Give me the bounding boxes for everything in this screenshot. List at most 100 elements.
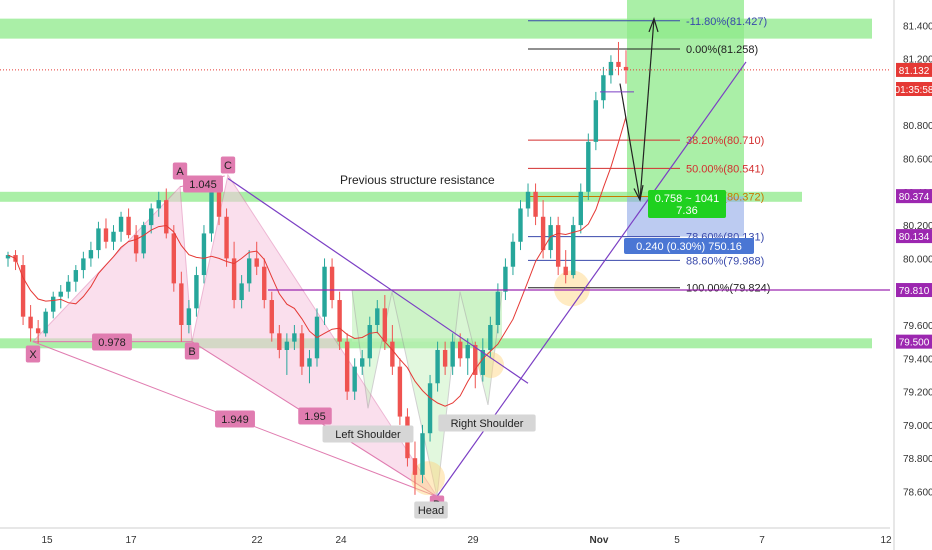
y-tick-label: 80.800 — [903, 121, 932, 132]
hs-label: Right Shoulder — [451, 418, 524, 430]
highlight-circle — [411, 461, 445, 496]
candle-body — [194, 275, 199, 309]
candle-body — [601, 75, 606, 101]
candle-body — [118, 216, 124, 232]
harmonic-ratio-label-bg — [298, 407, 332, 425]
candle-body — [420, 433, 425, 475]
hs-label: Left Shoulder — [335, 429, 401, 441]
candle-body — [510, 241, 516, 267]
neckline — [227, 177, 529, 384]
candle-body — [578, 191, 583, 226]
harmonic-point-label: B — [188, 346, 195, 358]
candle-body — [35, 328, 41, 334]
candle-body — [593, 100, 599, 142]
candle-body — [186, 308, 192, 325]
harmonic-ratio-label: 1.045 — [189, 179, 217, 191]
y-tick-label: 79.600 — [903, 321, 932, 332]
harmonic-ratio-label-bg — [215, 410, 255, 428]
candle-body — [435, 349, 440, 384]
hs-label: Head — [418, 505, 444, 517]
candle-body — [133, 235, 139, 254]
candle-body — [43, 311, 48, 334]
arrowhead — [648, 16, 659, 33]
x-tick-label: 5 — [674, 535, 680, 546]
fib-label: 50.00%(80.541) — [686, 163, 764, 175]
candle-body — [209, 191, 214, 234]
x-tick-label: 15 — [41, 535, 53, 546]
candle-body — [171, 233, 177, 284]
harmonic-point-label: C — [224, 160, 232, 172]
fib-label: 88.60%(79.988) — [686, 255, 764, 267]
candle-body — [111, 231, 116, 242]
candle-body — [5, 255, 11, 259]
position-change-bg — [624, 238, 754, 254]
hs-label-bg — [414, 501, 448, 519]
fib-label: 38.20%(80.710) — [686, 135, 764, 147]
y-tick-label: 79.200 — [903, 388, 932, 399]
candle-body — [224, 216, 229, 259]
y-tick-label: 80.000 — [903, 254, 932, 265]
candle-body — [292, 333, 297, 342]
candle-body — [442, 349, 448, 367]
candle-body — [81, 258, 86, 271]
candle-body — [28, 316, 33, 329]
hs-label-bg — [438, 414, 536, 432]
candle-body — [216, 191, 222, 217]
y-tick-label: 81.200 — [903, 55, 932, 66]
candle-body — [20, 265, 26, 317]
price-badge: 79.810 — [899, 286, 930, 297]
candle-body — [299, 333, 305, 367]
harmonic-ratio-label: 1.949 — [221, 414, 249, 426]
price-badge-bg — [896, 189, 932, 204]
candle-body — [360, 358, 365, 367]
harmonic-point-label: A — [176, 166, 184, 178]
candle-body — [239, 283, 244, 301]
candle-body — [457, 341, 463, 359]
candle-body — [269, 300, 274, 334]
candle-body — [608, 61, 614, 76]
candle-body — [450, 341, 455, 367]
candle-body — [616, 61, 621, 67]
candle-body — [473, 344, 478, 375]
price-badge-bg — [896, 229, 932, 244]
candle-body — [503, 266, 508, 292]
candle-body — [465, 344, 470, 359]
candle-body — [277, 333, 282, 350]
x-tick-label: 7 — [759, 535, 765, 546]
harmonic-ratio-label-bg — [92, 333, 132, 351]
candle-body — [495, 291, 501, 325]
arrow-down — [619, 83, 641, 201]
candle-body — [488, 325, 493, 350]
candle-body — [322, 266, 327, 317]
candle-body — [480, 349, 486, 375]
position-rr-label: 0.758 ~ 1041 — [655, 193, 720, 205]
candle-body — [518, 208, 523, 242]
position-target-box — [627, 0, 744, 197]
harmonic-ratio-label: 0.978 — [98, 337, 126, 349]
x-tick-label: 29 — [467, 535, 479, 546]
x-tick-label: 12 — [880, 535, 892, 546]
candle-body — [66, 281, 71, 292]
candle-body — [179, 283, 184, 325]
candle-body — [329, 266, 335, 301]
x-tick-label: 24 — [335, 535, 347, 546]
candle-body — [103, 228, 109, 242]
candle-body — [337, 300, 342, 342]
harmonic-point-label-bg — [184, 342, 200, 360]
candle-body — [563, 266, 568, 276]
price-badge-bg — [896, 334, 932, 349]
candle-body — [540, 216, 546, 251]
harmonic-point-label: X — [29, 349, 37, 361]
candle-body — [548, 225, 553, 251]
candle-body — [586, 141, 591, 192]
price-badge: 80.134 — [899, 232, 930, 243]
y-tick-label: 80.200 — [903, 221, 932, 232]
harmonic-point-label-bg — [172, 162, 188, 180]
candle-body — [571, 225, 576, 276]
candle-body — [382, 308, 388, 342]
price-badge: 79.500 — [899, 338, 930, 349]
candle-body — [525, 191, 531, 209]
candle-body — [88, 250, 94, 259]
price-badge-bg — [896, 62, 932, 77]
candle-body — [96, 228, 101, 251]
